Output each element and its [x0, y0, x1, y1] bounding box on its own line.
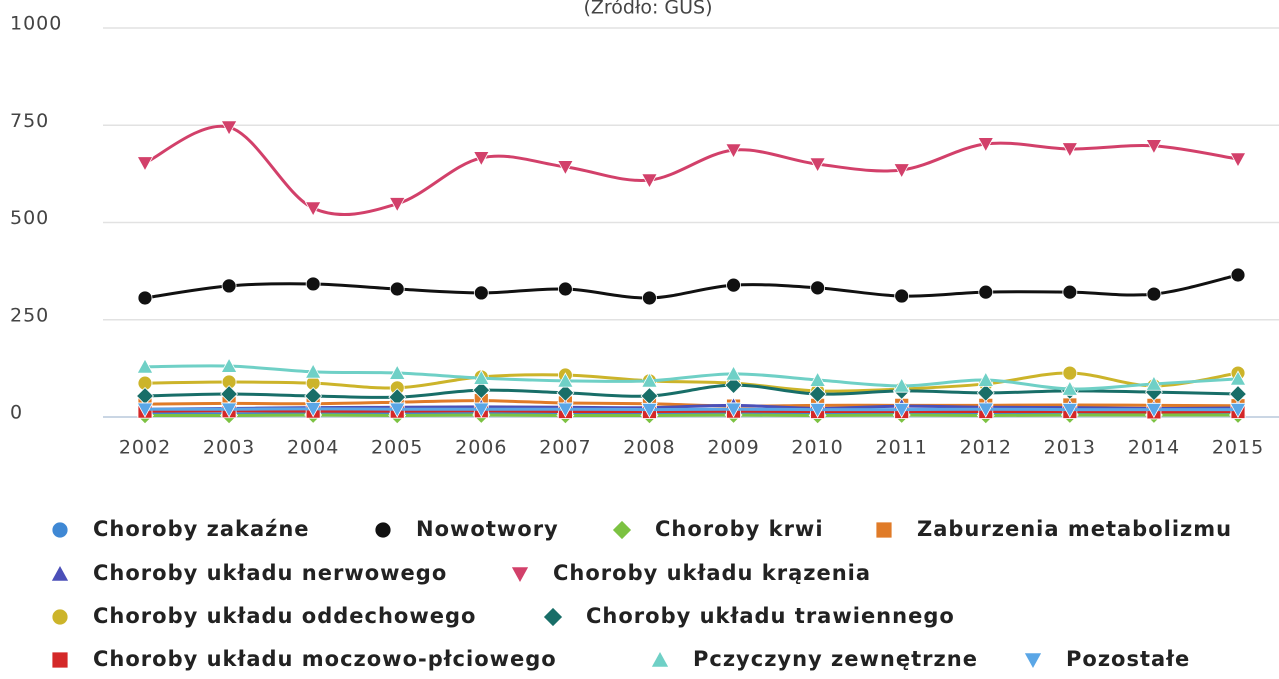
legend-label: Choroby układu krązenia: [553, 561, 871, 585]
y-tick-label: 500: [10, 207, 49, 229]
x-tick-label: 2002: [119, 437, 171, 459]
legend-item[interactable]: Choroby zakaźne: [52, 517, 310, 541]
legend-marker: [543, 607, 562, 626]
data-point: [642, 291, 656, 305]
data-point: [1231, 268, 1245, 282]
y-tick-label: 250: [10, 304, 49, 326]
data-point: [138, 291, 152, 305]
legend-label: Pozostałe: [1066, 647, 1190, 671]
legend-item[interactable]: Choroby układu nerwowego: [51, 561, 447, 585]
legend-item[interactable]: Pczyczyny zewnętrzne: [651, 647, 978, 671]
legend-marker: [51, 565, 69, 581]
data-point: [474, 286, 488, 300]
legend-label: Choroby układu nerwowego: [93, 561, 447, 585]
legend-marker: [876, 522, 892, 538]
legend-item[interactable]: Choroby układu moczowo-płciowego: [52, 647, 557, 671]
legend-item[interactable]: Choroby układu krązenia: [511, 561, 871, 585]
data-point: [811, 281, 825, 295]
x-tick-label: 2015: [1212, 437, 1264, 459]
chart-subtitle: (Źródło: GUS): [583, 0, 712, 19]
legend-label: Nowotwory: [416, 517, 559, 541]
data-point: [222, 279, 236, 293]
legend-item[interactable]: Nowotwory: [375, 517, 559, 541]
data-point: [1063, 285, 1077, 299]
x-tick-label: 2014: [1128, 437, 1180, 459]
legend-marker: [375, 522, 391, 538]
legend-marker: [52, 652, 68, 668]
legend-item[interactable]: Choroby układu oddechowego: [52, 604, 476, 628]
x-tick-label: 2006: [455, 437, 507, 459]
x-tick-label: 2008: [623, 437, 675, 459]
legend-label: Choroby zakaźne: [93, 517, 310, 541]
series: [137, 121, 1245, 216]
data-point: [979, 285, 993, 299]
data-point: [390, 282, 404, 296]
legend-item[interactable]: Choroby krwi: [612, 517, 823, 541]
legend-label: Pczyczyny zewnętrzne: [693, 647, 978, 671]
x-tick-label: 2012: [960, 437, 1012, 459]
legend-marker: [511, 567, 529, 583]
legend-label: Choroby układu moczowo-płciowego: [93, 647, 557, 671]
data-point: [895, 289, 909, 303]
y-tick-label: 0: [10, 402, 23, 424]
y-tick-label: 1000: [10, 13, 62, 35]
x-tick-label: 2011: [876, 437, 928, 459]
data-point: [1063, 366, 1077, 380]
data-point: [306, 277, 320, 291]
data-point: [1147, 287, 1161, 301]
legend-item[interactable]: Choroby układu trawiennego: [543, 604, 954, 628]
legend-item[interactable]: Zaburzenia metabolizmu: [876, 517, 1232, 541]
data-point: [137, 157, 152, 171]
legend-item[interactable]: Pozostałe: [1024, 647, 1190, 671]
legend-marker: [612, 520, 631, 539]
x-tick-label: 2005: [371, 437, 423, 459]
legend-label: Choroby krwi: [655, 517, 824, 541]
series-line: [145, 126, 1238, 214]
x-tick-label: 2010: [791, 437, 843, 459]
x-tick-label: 2003: [203, 437, 255, 459]
legend-marker: [651, 651, 669, 667]
data-point: [727, 278, 741, 292]
legend-label: Choroby układu trawiennego: [586, 604, 955, 628]
y-tick-label: 750: [10, 110, 49, 132]
data-point: [1230, 153, 1245, 167]
legend-label: Zaburzenia metabolizmu: [917, 517, 1232, 541]
legend-marker: [52, 609, 68, 625]
x-tick-label: 2013: [1044, 437, 1096, 459]
x-tick-label: 2007: [539, 437, 591, 459]
legend-label: Choroby układu oddechowego: [93, 604, 476, 628]
data-point: [558, 282, 572, 296]
x-tick-label: 2009: [707, 437, 759, 459]
x-tick-label: 2004: [287, 437, 339, 459]
legend-marker: [52, 522, 68, 538]
series: [138, 268, 1245, 305]
legend-marker: [1024, 653, 1042, 669]
